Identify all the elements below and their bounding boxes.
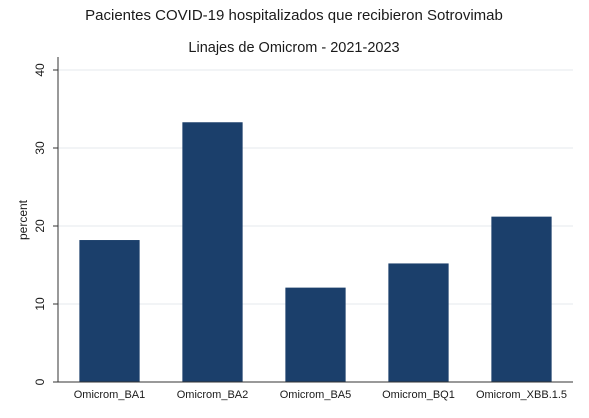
- y-tick-label: 30: [33, 141, 47, 155]
- y-tick-label: 40: [33, 63, 47, 77]
- bar-omicrom-ba5: [285, 287, 346, 382]
- x-tick-label: Omicrom_BA1: [74, 389, 146, 401]
- chart-subtitle: Linajes de Omicrom - 2021-2023: [188, 40, 399, 56]
- x-tick-label: Omicrom_BQ1: [382, 389, 455, 401]
- bar-omicrom-ba2: [182, 122, 243, 382]
- y-axis-title: percent: [16, 199, 30, 240]
- chart-title: Pacientes COVID-19 hospitalizados que re…: [85, 7, 503, 24]
- x-tick-label: Omicrom_BA2: [177, 389, 249, 401]
- bar-omicrom-xbb-1-5: [491, 216, 552, 382]
- y-tick-label: 0: [33, 378, 47, 385]
- y-axis-ticks: 0 10 20 30 40: [33, 63, 58, 385]
- y-tick-label: 20: [33, 219, 47, 233]
- bars: [79, 122, 552, 382]
- x-axis-labels: Omicrom_BA1 Omicrom_BA2 Omicrom_BA5 Omicrom…: [74, 389, 567, 401]
- x-tick-label: Omicrom_XBB.1.5: [476, 389, 567, 401]
- x-tick-label: Omicrom_BA5: [280, 389, 352, 401]
- grid-lines: [58, 69, 573, 305]
- y-tick-label: 10: [33, 297, 47, 311]
- bar-omicrom-bq1: [388, 263, 449, 382]
- bar-omicrom-ba1: [79, 240, 140, 382]
